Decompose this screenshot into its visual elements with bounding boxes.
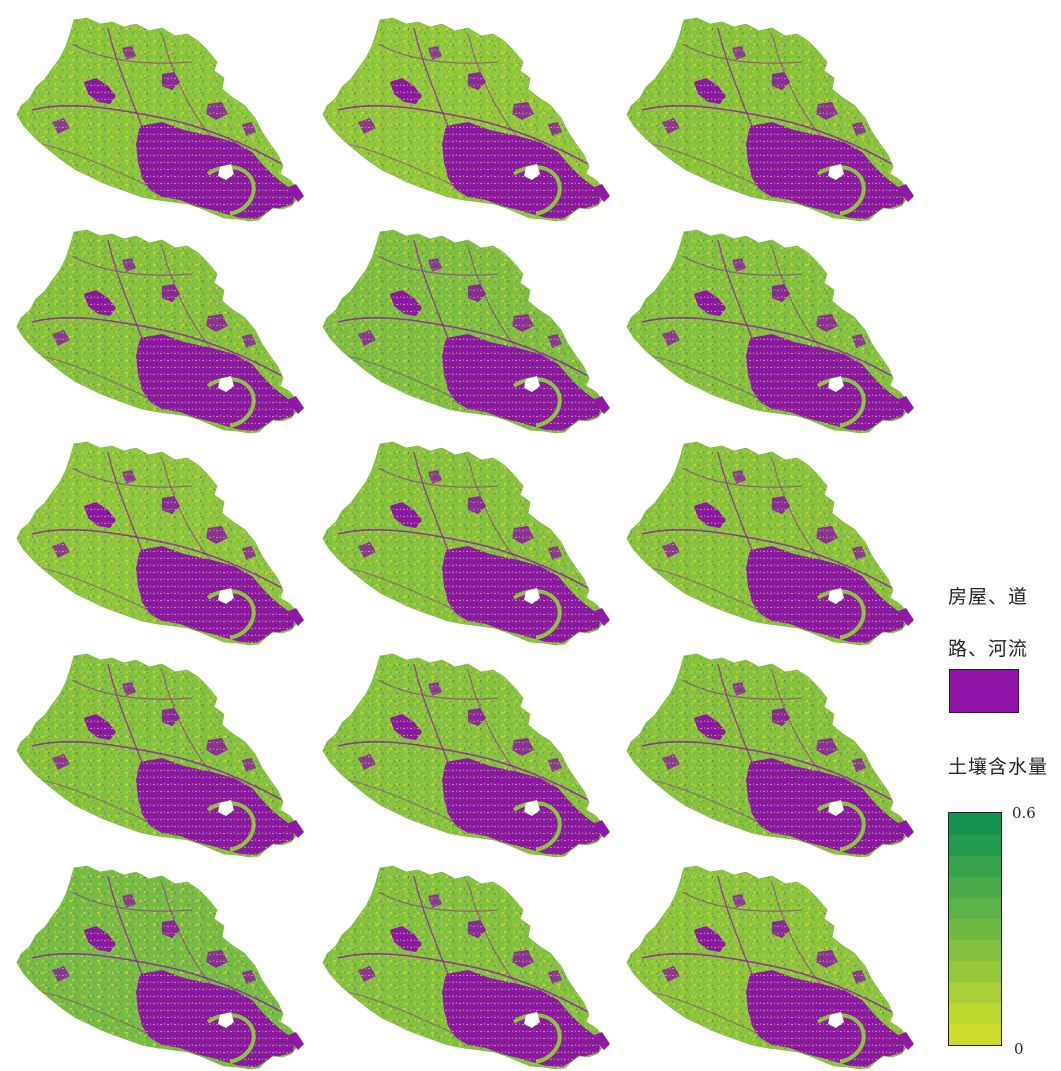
soil-moisture-map-grid	[0, 0, 930, 1071]
map-panel	[12, 650, 312, 865]
map-panel	[318, 438, 618, 653]
soil-moisture-colorbar	[948, 812, 1002, 1046]
colorbar-step	[949, 876, 1001, 898]
colorbar-step	[949, 897, 1001, 919]
map-panel	[622, 862, 922, 1071]
map-panel	[622, 14, 922, 229]
map-panel	[318, 226, 618, 441]
colorbar-min-label: 0	[1014, 1040, 1024, 1058]
colorbar-step	[949, 960, 1001, 982]
colorbar-step	[949, 1002, 1001, 1024]
colorbar-step	[949, 918, 1001, 940]
map-panel	[622, 226, 922, 441]
colorbar-step	[949, 981, 1001, 1003]
colorbar-max-label: 0.6	[1012, 804, 1036, 822]
map-panel	[12, 438, 312, 653]
map-panel	[622, 650, 922, 865]
legend-category-label-line1: 房屋、道	[948, 586, 1029, 608]
legend-urban-swatch	[949, 669, 1019, 713]
colorbar-step	[949, 1023, 1001, 1045]
map-panel	[318, 862, 618, 1071]
map-panel	[318, 650, 618, 865]
map-panel	[12, 862, 312, 1071]
colorbar-step	[949, 834, 1001, 856]
map-panel	[12, 14, 312, 229]
colorbar-step	[949, 855, 1001, 877]
legend-soil-moisture-title: 土壤含水量	[948, 756, 1049, 778]
map-panel	[318, 14, 618, 229]
map-panel	[12, 226, 312, 441]
map-panel	[622, 438, 922, 653]
colorbar-step	[949, 939, 1001, 961]
legend-category-label-line2: 路、河流	[948, 638, 1029, 660]
colorbar-step	[949, 813, 1001, 835]
